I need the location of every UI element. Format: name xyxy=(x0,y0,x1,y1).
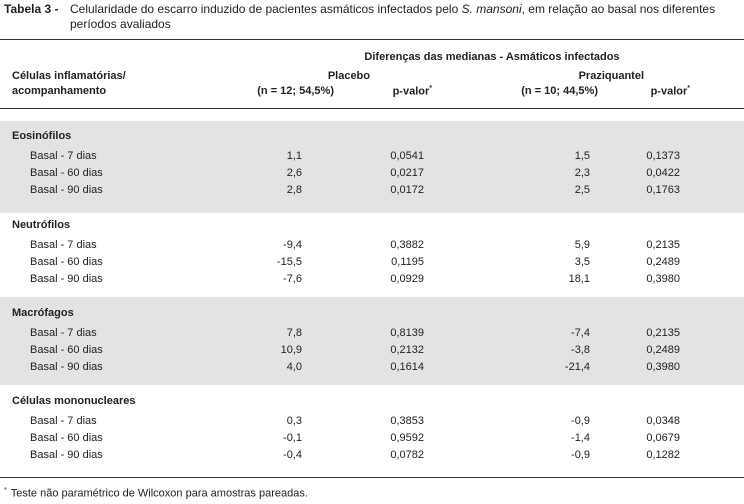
row-label: Basal - 90 dias xyxy=(30,449,103,461)
cell-placebo: -15,5 xyxy=(276,256,302,268)
header-praziquantel: Praziquantel xyxy=(578,70,644,82)
cell-prazi: -21,4 xyxy=(564,361,590,373)
cell-prazi: 2,5 xyxy=(574,184,590,196)
cell-prazi-p: 0,2135 xyxy=(646,327,680,339)
cell-prazi-p: 0,1373 xyxy=(646,150,680,162)
row-label: Basal - 7 dias xyxy=(30,239,97,251)
header-rule xyxy=(0,108,744,109)
group-band-3 xyxy=(0,297,744,385)
group-label: Neutrófilos xyxy=(12,219,71,231)
cell-placebo: -9,4 xyxy=(283,239,302,251)
cell-placebo: 2,8 xyxy=(286,184,302,196)
header-placebo: Placebo xyxy=(327,70,370,82)
cell-placebo-p: 0,0217 xyxy=(390,167,424,179)
cell-prazi-p: 0,2489 xyxy=(646,344,680,356)
header-praziquantel-n: (n = 10; 44,5%) xyxy=(521,85,598,97)
cell-prazi: 3,5 xyxy=(574,256,590,268)
header-row-label-1: Células inflamatórias/ xyxy=(12,70,126,82)
cell-prazi-p: 0,0679 xyxy=(646,432,680,444)
row-label: Basal - 90 dias xyxy=(30,273,103,285)
cell-prazi-p: 0,0422 xyxy=(646,167,680,179)
footnote-mark: * xyxy=(4,487,7,494)
header-praziquantel-pvalor: p-valor* xyxy=(650,85,690,98)
footnote-text: Teste não paramétrico de Wilcoxon para a… xyxy=(10,487,308,500)
cell-placebo: -7,6 xyxy=(283,273,302,285)
group-label: Macrófagos xyxy=(12,307,74,319)
cell-prazi-p: 0,2135 xyxy=(646,239,680,251)
cell-placebo: 2,6 xyxy=(286,167,302,179)
cell-placebo-p: 0,0782 xyxy=(390,449,424,461)
row-label: Basal - 60 dias xyxy=(30,432,103,444)
footnote: * Teste não paramétrico de Wilcoxon para … xyxy=(4,487,308,500)
group-label: Células mononucleares xyxy=(12,395,136,407)
header-row-label-2: acompanhamento xyxy=(12,85,107,97)
cell-prazi: -3,8 xyxy=(571,344,590,356)
caption-text-after: , em relação ao basal nos diferentes per… xyxy=(70,2,716,31)
row-label: Basal - 90 dias xyxy=(30,184,103,196)
table-number: Tabela 3 - xyxy=(4,2,59,16)
cell-placebo-p: 0,3882 xyxy=(390,239,424,251)
cell-placebo-p: 0,0172 xyxy=(390,184,424,196)
top-rule xyxy=(0,39,744,40)
cell-prazi-p: 0,1763 xyxy=(646,184,680,196)
cell-placebo: 4,0 xyxy=(286,361,302,373)
cell-placebo: -0,4 xyxy=(283,449,302,461)
row-label: Basal - 60 dias xyxy=(30,256,103,268)
cell-placebo: 7,8 xyxy=(286,327,302,339)
header-placebo-n: (n = 12; 54,5%) xyxy=(257,85,334,97)
cell-placebo-p: 0,1614 xyxy=(390,361,424,373)
cell-prazi: -1,4 xyxy=(571,432,590,444)
cell-prazi-p: 0,2489 xyxy=(646,256,680,268)
row-label: Basal - 7 dias xyxy=(30,415,97,427)
cell-placebo-p: 0,9592 xyxy=(390,432,424,444)
cell-placebo-p: 0,0541 xyxy=(390,150,424,162)
cell-prazi: -7,4 xyxy=(571,327,590,339)
cell-prazi: 1,5 xyxy=(574,150,590,162)
header-spanner: Diferenças das medianas - Asmáticos infe… xyxy=(364,51,620,63)
cell-placebo-p: 0,8139 xyxy=(390,327,424,339)
header-placebo-pvalor: p-valor* xyxy=(392,85,432,98)
caption-text-before: Celularidade do escarro induzido de paci… xyxy=(70,2,459,16)
cell-prazi: 5,9 xyxy=(574,239,590,251)
group-label: Eosinófilos xyxy=(12,130,72,142)
row-label: Basal - 7 dias xyxy=(30,327,97,339)
cell-prazi: -0,9 xyxy=(571,415,590,427)
cell-placebo: -0,1 xyxy=(283,432,302,444)
cell-prazi: -0,9 xyxy=(571,449,590,461)
caption-text: Celularidade do escarro induzido de paci… xyxy=(70,2,738,32)
cell-placebo: 0,3 xyxy=(286,415,302,427)
row-label: Basal - 60 dias xyxy=(30,344,103,356)
bottom-rule xyxy=(0,477,744,478)
cell-prazi-p: 0,3980 xyxy=(646,361,680,373)
cell-placebo-p: 0,3853 xyxy=(390,415,424,427)
cell-prazi: 2,3 xyxy=(574,167,590,179)
cell-placebo-p: 0,1195 xyxy=(391,256,424,268)
row-label: Basal - 7 dias xyxy=(30,150,97,162)
cell-prazi-p: 0,3980 xyxy=(646,273,680,285)
cell-placebo-p: 0,2132 xyxy=(390,344,424,356)
cell-placebo: 1,1 xyxy=(286,150,302,162)
cell-prazi: 18,1 xyxy=(568,273,590,285)
row-label: Basal - 60 dias xyxy=(30,167,103,179)
cell-prazi-p: 0,0348 xyxy=(646,415,680,427)
row-label: Basal - 90 dias xyxy=(30,361,103,373)
cell-prazi-p: 0,1282 xyxy=(646,449,680,461)
group-band-1 xyxy=(0,121,744,213)
cell-placebo-p: 0,0929 xyxy=(390,273,424,285)
cell-placebo: 10,9 xyxy=(280,344,302,356)
caption-species: S. mansoni xyxy=(461,2,522,16)
